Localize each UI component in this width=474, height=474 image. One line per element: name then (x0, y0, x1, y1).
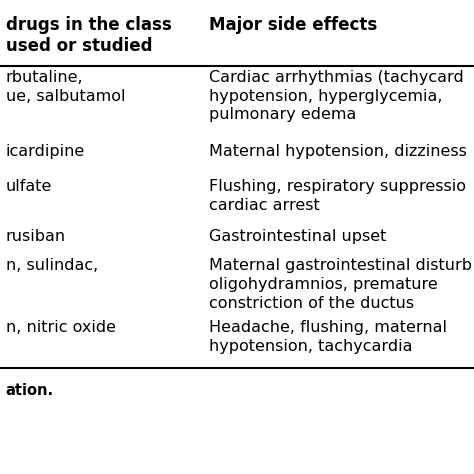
Text: drugs in the class
used or studied: drugs in the class used or studied (6, 16, 172, 55)
Text: ulfate: ulfate (6, 179, 52, 194)
Text: Cardiac arrhythmias (tachycard
hypotension, hyperglycemia,
pulmonary edema: Cardiac arrhythmias (tachycard hypotensi… (209, 70, 463, 122)
Text: Maternal hypotension, dizziness: Maternal hypotension, dizziness (209, 144, 466, 159)
Text: Headache, flushing, maternal
hypotension, tachycardia: Headache, flushing, maternal hypotension… (209, 320, 447, 354)
Text: n, sulindac,: n, sulindac, (6, 258, 98, 273)
Text: icardipine: icardipine (6, 144, 85, 159)
Text: n, nitric oxide: n, nitric oxide (6, 320, 116, 335)
Text: rbutaline,
ue, salbutamol: rbutaline, ue, salbutamol (6, 70, 125, 104)
Text: rusiban: rusiban (6, 229, 66, 244)
Text: ation.: ation. (6, 383, 54, 398)
Text: Flushing, respiratory suppressio
cardiac arrest: Flushing, respiratory suppressio cardiac… (209, 179, 465, 213)
Text: Gastrointestinal upset: Gastrointestinal upset (209, 229, 386, 244)
Text: Maternal gastrointestinal disturb
oligohydramnios, premature
constriction of the: Maternal gastrointestinal disturb oligoh… (209, 258, 472, 310)
Text: Major side effects: Major side effects (209, 16, 377, 34)
